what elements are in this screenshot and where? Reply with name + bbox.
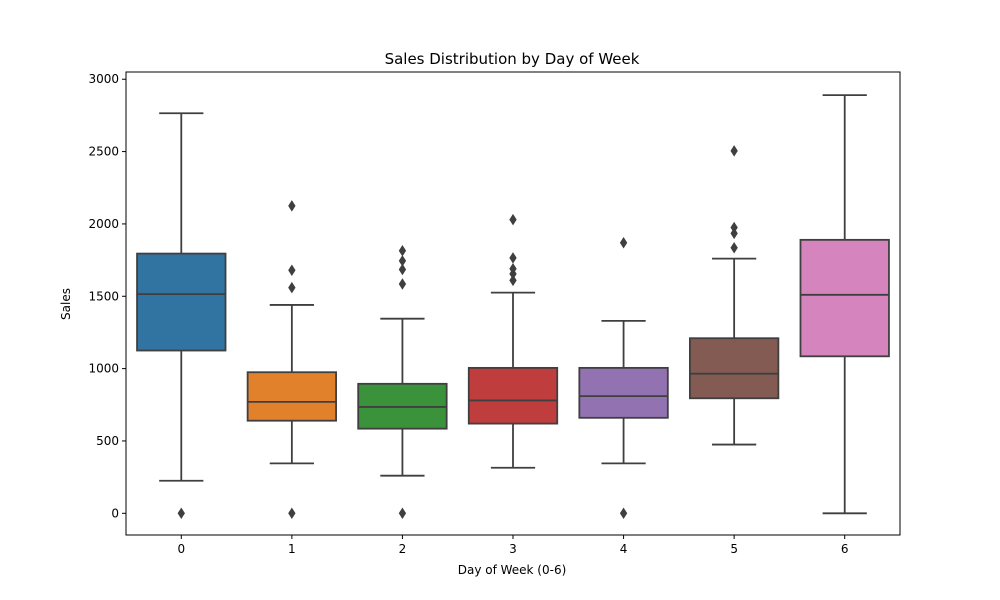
box-group-day-3 — [467, 213, 559, 469]
x-tick-label: 3 — [509, 542, 517, 556]
box-iqr — [799, 238, 890, 358]
x-axis-label: Day of Week (0-6) — [458, 563, 567, 577]
x-tick-label: 4 — [620, 542, 628, 556]
outlier-point — [509, 213, 517, 226]
outlier-point — [398, 278, 407, 290]
y-tick-label: 3000 — [88, 72, 119, 86]
outlier-point — [288, 264, 296, 276]
box-group-day-0 — [136, 112, 227, 520]
outlier-point — [288, 507, 296, 520]
box-group-day-5 — [689, 145, 780, 446]
y-tick-label: 1500 — [88, 289, 119, 303]
box-group-day-6 — [799, 94, 890, 515]
outlier-point — [619, 507, 628, 520]
outlier-point — [509, 252, 517, 264]
x-tick-label: 5 — [730, 542, 738, 556]
y-tick-label: 0 — [111, 506, 119, 520]
box-group-day-1 — [246, 200, 337, 520]
outlier-point — [288, 200, 296, 212]
box-iqr — [246, 371, 337, 422]
outlier-point — [730, 145, 738, 157]
x-tick-label: 1 — [288, 542, 296, 556]
plot-area: 0 500 1000 1500 2000 2500 3000 0 1 2 3 4 5 6 — [88, 71, 901, 556]
outlier-point — [730, 221, 738, 234]
outlier-point — [509, 274, 517, 287]
x-tick-label: 6 — [841, 542, 849, 556]
outlier-point — [177, 507, 185, 520]
chart-title: Sales Distribution by Day of Week — [385, 50, 640, 68]
outlier-point — [398, 244, 407, 257]
box-iqr — [467, 366, 559, 425]
y-tick-label: 2500 — [88, 145, 119, 159]
outlier-point — [398, 255, 407, 267]
outlier-point — [730, 227, 738, 240]
y-tick-label: 2000 — [88, 217, 119, 231]
outlier-point — [509, 263, 517, 275]
outlier-point — [619, 236, 628, 249]
outlier-point — [398, 507, 407, 520]
x-tick-label: 0 — [177, 542, 185, 556]
x-tick-label: 2 — [399, 542, 407, 556]
box-group-day-4 — [578, 236, 669, 520]
outlier-point — [730, 242, 738, 254]
box-group-day-2 — [357, 244, 448, 520]
outlier-point — [288, 281, 296, 294]
y-tick-label: 500 — [96, 434, 119, 448]
box-iqr — [689, 337, 780, 400]
box-iqr — [578, 366, 669, 419]
outlier-point — [398, 263, 407, 276]
y-tick-label: 1000 — [88, 362, 119, 376]
box-iqr — [136, 252, 227, 352]
y-axis-label: Sales — [59, 288, 73, 320]
